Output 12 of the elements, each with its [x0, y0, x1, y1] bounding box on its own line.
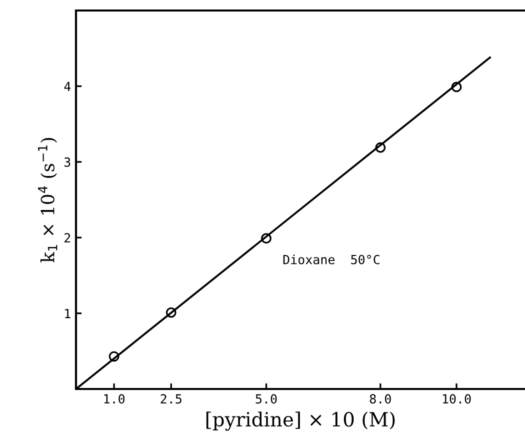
x-tick-label: 1.0	[104, 394, 125, 404]
x-axis-title: [pyridine] × 10 (M)	[206, 412, 395, 431]
annotation: Dioxane 50°C	[283, 254, 380, 264]
x-tick-label: 2.5	[160, 394, 182, 404]
x-tick-label: 8.0	[370, 394, 391, 404]
x-tick-label: 10.0	[442, 394, 471, 404]
y-tick-label: 1	[65, 308, 70, 318]
x-tick-label: 5.0	[256, 394, 277, 404]
y-tick-label: 3	[64, 157, 70, 167]
y-tick-label: 4	[64, 82, 71, 91]
y-axis-title: k$_{1}$ × 10$^{4}$ (s$^{−1}$)	[38, 138, 58, 262]
y-tick-label: 2	[64, 233, 70, 242]
